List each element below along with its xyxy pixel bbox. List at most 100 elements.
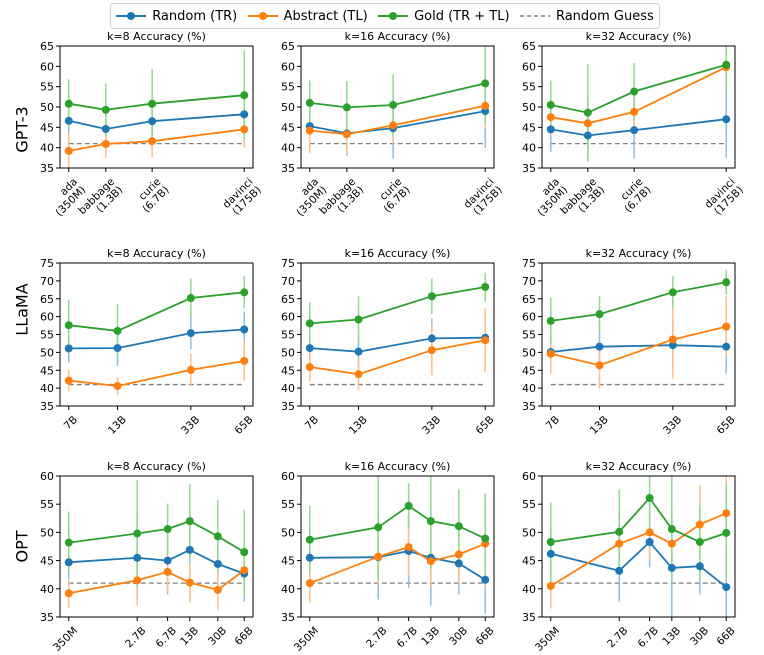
chart-1-2-point-abstract-tl	[668, 335, 677, 344]
chart-1-2-xtick-label: 7B	[544, 414, 562, 432]
chart-2-0-ytick-label: 55	[40, 498, 54, 511]
chart-1-2: k=32 Accuracy (%) 35 40 45 50 55 60 65 70 75 7B 13B…	[522, 247, 738, 437]
chart-0-0-point-gold-tr-tl	[148, 99, 157, 108]
chart-1-0-point-gold-tr-tl	[240, 288, 249, 297]
chart-0-2-title: k=32 Accuracy (%)	[586, 30, 692, 43]
chart-0-2-point-random-tr	[630, 126, 639, 135]
chart-2-0-line-abstract-tl	[68, 569, 245, 595]
chart-1-0-point-random-tr	[186, 329, 195, 338]
chart-2-0-xtick-label: 350M	[51, 625, 80, 654]
chart-2-0-xtick-label: 66B	[233, 625, 256, 648]
chart-1-2-ytick-label: 50	[522, 346, 536, 359]
chart-0-0-ytick-label: 35	[40, 162, 54, 175]
chart-2-2-point-abstract-tl	[722, 509, 731, 518]
chart-2-0-ytick-label: 60	[40, 470, 54, 483]
chart-2-2-xtick-label: 13B	[660, 625, 683, 648]
chart-2-2-line-gold-tr-tl	[550, 496, 727, 543]
chart-1-0-point-random-tr	[240, 325, 249, 334]
chart-0-0-point-abstract-tl	[101, 140, 110, 149]
chart-2-1-point-gold-tr-tl	[454, 522, 463, 531]
chart-0-0-point-random-tr	[240, 110, 249, 119]
chart-2-2-ytick-label: 55	[522, 498, 536, 511]
chart-2-1-ytick-label: 50	[281, 526, 295, 539]
chart-2-1-line-abstract-tl	[309, 542, 486, 585]
legend-label-abstract: Abstract (TL)	[283, 8, 368, 24]
chart-2-2-title: k=32 Accuracy (%)	[586, 460, 692, 473]
chart-0-1-point-abstract-tl	[481, 101, 490, 110]
chart-2-0-ytick-label: 45	[40, 555, 54, 568]
chart-2-0-point-abstract-tl	[185, 578, 194, 587]
chart-0-0: k=8 Accuracy (%)35404550556065ada(350M)b…	[40, 30, 264, 219]
chart-2-1-point-abstract-tl	[454, 550, 463, 559]
legend-item-random-guess: Random Guess	[519, 9, 654, 24]
chart-0-0-ytick-label: 50	[40, 101, 54, 114]
chart-1-1-point-random-tr	[305, 344, 314, 353]
chart-2-0-point-gold-tr-tl	[163, 525, 172, 534]
chart-2-2-xtick-label: 6.7B	[636, 625, 661, 650]
chart-1-0-point-abstract-tl	[186, 365, 195, 374]
chart-2-0-line-gold-tr-tl	[68, 520, 245, 553]
chart-0-0-ytick-label: 45	[40, 121, 54, 134]
chart-2-2-point-gold-tr-tl	[645, 493, 654, 502]
chart-0-1-ytick-label: 60	[281, 60, 295, 73]
chart-2-0-point-random-tr	[133, 553, 142, 562]
chart-2-2-ytick-label: 35	[522, 611, 536, 624]
chart-1-1-ytick-label: 40	[281, 382, 295, 395]
chart-0-2-plot-area	[546, 46, 731, 162]
chart-0-0-point-gold-tr-tl	[64, 99, 73, 108]
chart-2-2-ytick-label: 60	[522, 470, 536, 483]
chart-2-0-point-random-tr	[213, 559, 222, 568]
chart-2-2: k=32 Accuracy (%) 35 40 45 50 55 60 350M 2.7B 6.7…	[522, 460, 738, 654]
chart-1-1-point-gold-tr-tl	[481, 282, 490, 291]
chart-1-0-xtick-label: 65B	[233, 414, 256, 437]
chart-0-0-axes-frame	[59, 45, 254, 169]
chart-0-2-ytick-label: 60	[522, 60, 536, 73]
chart-1-1-point-abstract-tl	[354, 370, 363, 379]
chart-1-0-xtick-label: 13B	[106, 414, 129, 437]
chart-2-2-point-abstract-tl	[645, 528, 654, 537]
chart-2-0-point-gold-tr-tl	[133, 529, 142, 538]
chart-2-0: k=8 Accuracy (%) 35 40 45 50 55 60 350M 2.7B 6.7B…	[40, 460, 256, 654]
chart-0-2: k=32 Accuracy (%)35404550556065ada(350M)…	[522, 30, 746, 219]
chart-0-0-point-abstract-tl	[64, 146, 73, 155]
chart-1-0-ytick-label: 60	[40, 311, 54, 324]
chart-2-2-point-gold-tr-tl	[667, 525, 676, 534]
chart-2-2-point-abstract-tl	[695, 520, 704, 529]
chart-2-1-line-gold-tr-tl	[309, 504, 486, 541]
chart-2-1-point-gold-tr-tl	[404, 501, 413, 510]
chart-0-0-line-abstract-tl	[68, 128, 245, 152]
chart-0-0-line-random-tr	[68, 113, 245, 130]
chart-1-0-title: k=8 Accuracy (%)	[107, 247, 206, 260]
legend-label-gold: Gold (TR + TL)	[414, 8, 510, 24]
chart-1-1: k=16 Accuracy (%) 35 40 45 50 55 60 65 70 75 7B 13B…	[281, 247, 497, 437]
chart-1-1-plot-area	[305, 272, 490, 391]
chart-2-1-point-gold-tr-tl	[481, 534, 490, 543]
chart-0-1-ytick-label: 65	[281, 40, 295, 53]
chart-1-0-ytick-label: 65	[40, 293, 54, 306]
chart-1-2-line-abstract-tl	[550, 325, 727, 367]
chart-0-1-line-abstract-tl	[309, 104, 486, 136]
chart-0-1-plot-area	[305, 46, 490, 159]
chart-2-0-point-abstract-tl	[163, 567, 172, 576]
chart-2-2-point-gold-tr-tl	[546, 537, 555, 546]
chart-2-0-point-gold-tr-tl	[213, 532, 222, 541]
chart-1-0-point-random-tr	[113, 344, 122, 353]
chart-1-0-ytick-label: 45	[40, 364, 54, 377]
chart-1-0-ytick-label: 70	[40, 275, 54, 288]
chart-2-0-title: k=8 Accuracy (%)	[107, 460, 206, 473]
chart-1-0-xtick-label: 7B	[62, 414, 80, 432]
legend-item-abstract: Abstract (TL)	[247, 8, 368, 24]
chart-1-1-point-random-tr	[354, 347, 363, 356]
chart-2-2-point-random-tr	[667, 563, 676, 572]
chart-0-0-ytick-label: 65	[40, 40, 54, 53]
chart-1-1-point-abstract-tl	[481, 336, 490, 345]
chart-1-1-ytick-label: 75	[281, 257, 295, 270]
chart-2-1-xtick-label: 30B	[447, 625, 470, 648]
chart-2-2-xtick-label: 350M	[533, 625, 562, 654]
chart-2-2-point-abstract-tl	[615, 539, 624, 548]
chart-0-1-point-abstract-tl	[389, 121, 398, 130]
chart-2-1-ytick-label: 35	[281, 611, 295, 624]
chart-2-1-plot-area	[305, 476, 490, 614]
chart-0-2-ytick-label: 40	[522, 142, 536, 155]
chart-1-2-point-random-tr	[668, 341, 677, 350]
